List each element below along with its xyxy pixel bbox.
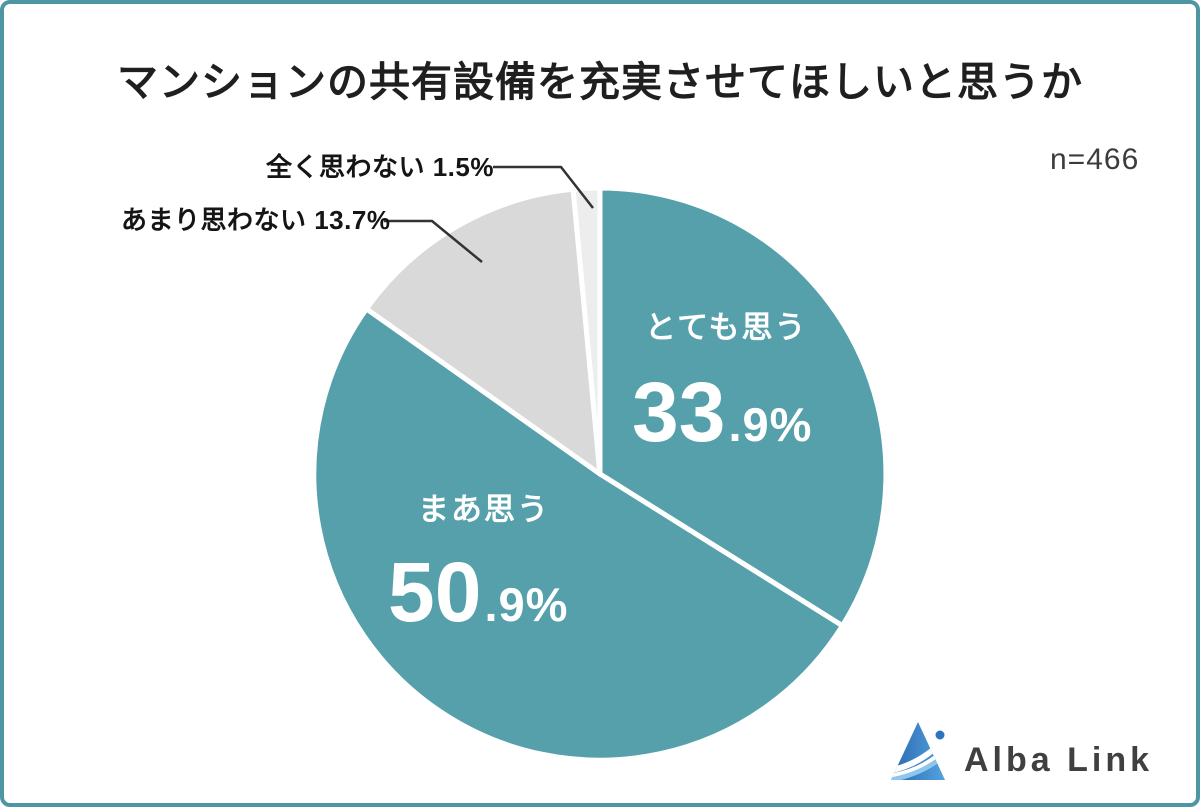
slice-value-totemo-whole: 33 xyxy=(632,365,726,459)
callout-label-mattaku: 全く思わない 1.5% xyxy=(266,152,494,182)
slice-label-totemo: とても思う xyxy=(645,310,808,345)
pie-chart-svg xyxy=(311,165,945,780)
slice-value-maa: 50 .9% xyxy=(388,550,568,634)
slice-label-maa: まあ思う xyxy=(418,492,550,527)
chart-title: マンションの共有設備を充実させてほしいと思うか xyxy=(117,59,1083,105)
alba-link-logo-icon xyxy=(891,722,945,780)
leader-line-amari xyxy=(384,219,483,263)
pie-slice-3 xyxy=(364,186,603,477)
leader-line-mattaku xyxy=(493,165,594,209)
alba-link-logo-text: Alba Link xyxy=(964,741,1154,779)
slice-value-totemo-fraction: .9% xyxy=(728,398,813,451)
slice-value-maa-fraction: .9% xyxy=(484,578,569,631)
slice-value-totemo: 33 .9% xyxy=(632,370,812,454)
sample-size-label: n=466 xyxy=(1050,143,1140,176)
callout-label-amari: あまり思わない 13.7% xyxy=(121,205,391,235)
pie-slice-4 xyxy=(570,185,603,477)
pie-slice-2 xyxy=(311,306,845,763)
slice-value-maa-whole: 50 xyxy=(388,545,482,639)
pie-slices xyxy=(311,185,889,763)
